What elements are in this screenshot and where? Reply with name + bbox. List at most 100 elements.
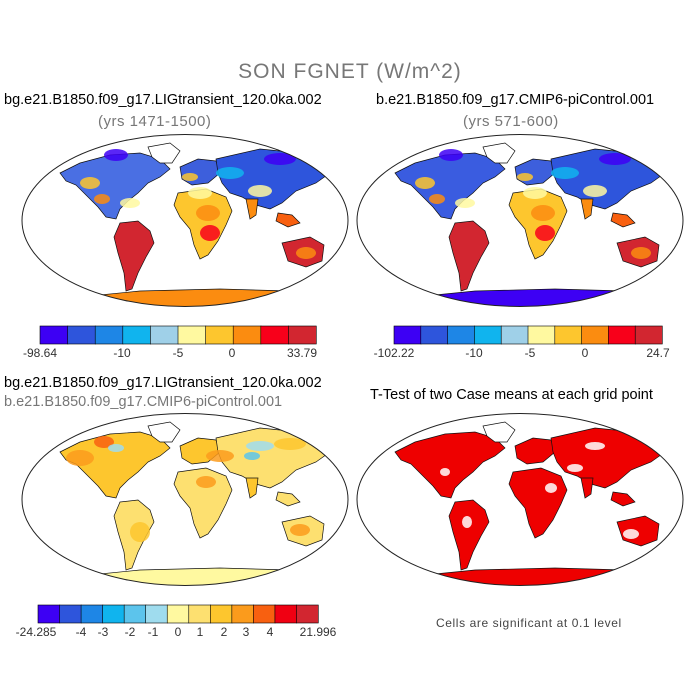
colorbar-tick: -102.22 <box>373 346 415 360</box>
colorbar-swatch <box>123 604 147 624</box>
colorbar-tick: 0 <box>581 346 589 360</box>
field-patch <box>216 167 244 179</box>
landmass-australia <box>616 515 660 547</box>
landmass-greenland <box>147 421 181 443</box>
panel-3-control-label: b.e21.B1850.f09_g17.CMIP6-piControl.001 <box>4 394 283 410</box>
colorbar-swatch <box>231 604 254 624</box>
field-patch <box>196 476 216 488</box>
colorbar-tick: 4 <box>266 625 274 639</box>
field-patch <box>567 464 583 472</box>
map-panel-case2 <box>356 134 684 307</box>
significance-note: Cells are significant at 0.1 level <box>436 616 622 630</box>
colorbar-swatch <box>67 325 96 345</box>
colorbar-swatch <box>527 325 556 345</box>
landmass-europe <box>514 437 556 465</box>
colorbar-swatch <box>94 325 124 345</box>
colorbar-tick: -3 <box>97 625 109 639</box>
colorbar-case1 <box>39 325 317 345</box>
colorbar-swatch <box>150 325 179 345</box>
colorbar-swatch <box>554 325 583 345</box>
colorbar-swatch <box>447 325 475 345</box>
field-patch <box>365 578 465 586</box>
landmass-seAsia <box>275 212 301 228</box>
field-patch <box>94 194 110 204</box>
panel-1-case-label: bg.e21.B1850.f09_g17.LIGtransient_120.0k… <box>4 92 322 108</box>
landmass-seAsia <box>610 212 636 228</box>
field-patch <box>66 450 94 466</box>
panel-2-years-subtitle: (yrs 571-600) <box>463 113 559 130</box>
field-patch <box>599 153 631 165</box>
colorbar-swatch <box>474 325 502 345</box>
colorbar-tick: 0 <box>174 625 182 639</box>
colorbar-tick: -10 <box>465 346 483 360</box>
colorbar-swatch <box>581 325 610 345</box>
colorbar-swatch <box>500 325 529 345</box>
field-patch <box>182 173 198 181</box>
colorbar-swatch <box>288 325 317 345</box>
map-panel-difference <box>21 413 349 586</box>
colorbar-swatch <box>122 325 152 345</box>
landmass-india <box>580 198 594 220</box>
field-patch <box>200 225 220 241</box>
colorbar-swatch <box>205 325 234 345</box>
colorbar-tick: -5 <box>172 346 184 360</box>
colorbar-swatch <box>37 604 61 624</box>
colorbar-case2 <box>393 325 663 345</box>
colorbar-swatch <box>102 604 125 624</box>
landmass-greenland <box>482 142 516 164</box>
field-patch <box>462 516 472 528</box>
colorbar-swatch <box>39 325 69 345</box>
map-panel-case1 <box>21 134 349 307</box>
panel-3-case-label: bg.e21.B1850.f09_g17.LIGtransient_120.0k… <box>4 375 322 391</box>
colorbar-swatch <box>232 325 262 345</box>
colorbar-tick: 21.996 <box>299 625 337 639</box>
colorbar-swatch <box>80 604 104 624</box>
colorbar-tick: -5 <box>524 346 536 360</box>
colorbar-swatch <box>166 604 190 624</box>
colorbar-swatch <box>188 604 211 624</box>
landmass-seAsia <box>275 491 301 507</box>
colorbar-tick: 0 <box>228 346 236 360</box>
landmass-northAmerica <box>59 152 171 220</box>
colorbar-swatch <box>393 325 422 345</box>
field-patch <box>439 149 463 161</box>
landmass-india <box>580 477 594 499</box>
field-patch <box>94 436 114 448</box>
map-panel-ttest <box>356 413 684 586</box>
field-patch <box>545 483 557 493</box>
field-patch <box>585 442 605 450</box>
landmass-antarctica <box>29 567 341 586</box>
field-patch <box>531 205 555 221</box>
field-patch <box>188 187 212 199</box>
field-patch <box>290 524 310 536</box>
colorbar-swatch <box>59 604 82 624</box>
field-patch <box>196 205 220 221</box>
colorbar-tick: -24.285 <box>15 625 57 639</box>
field-patch <box>296 247 316 259</box>
colorbar-tick: 3 <box>242 625 250 639</box>
landmass-greenland <box>147 142 181 164</box>
field-patch <box>80 177 100 189</box>
field-patch <box>631 247 651 259</box>
colorbar-swatch <box>634 325 663 345</box>
colorbar-tick: -4 <box>75 625 87 639</box>
landmass-southAmerica <box>113 220 155 292</box>
field-patch <box>583 185 607 197</box>
field-patch <box>120 198 140 208</box>
landmass-northAmerica <box>394 431 506 499</box>
landmass-africa <box>173 188 233 260</box>
field-patch <box>523 187 547 199</box>
landmass-southAmerica <box>448 499 490 571</box>
colorbar-tick: 1 <box>196 625 204 639</box>
colorbar-tick: -10 <box>113 346 131 360</box>
field-patch <box>440 468 450 476</box>
colorbar-tick: -98.64 <box>22 346 58 360</box>
field-patch <box>535 225 555 241</box>
colorbar-swatch <box>274 604 298 624</box>
landmass-greenland <box>482 421 516 443</box>
field-patch <box>517 173 533 181</box>
field-patch <box>274 438 306 450</box>
field-patch <box>244 452 260 460</box>
colorbar-tick: 33.79 <box>286 346 318 360</box>
panel-2-case-label: b.e21.B1850.f09_g17.CMIP6-piControl.001 <box>376 92 655 108</box>
